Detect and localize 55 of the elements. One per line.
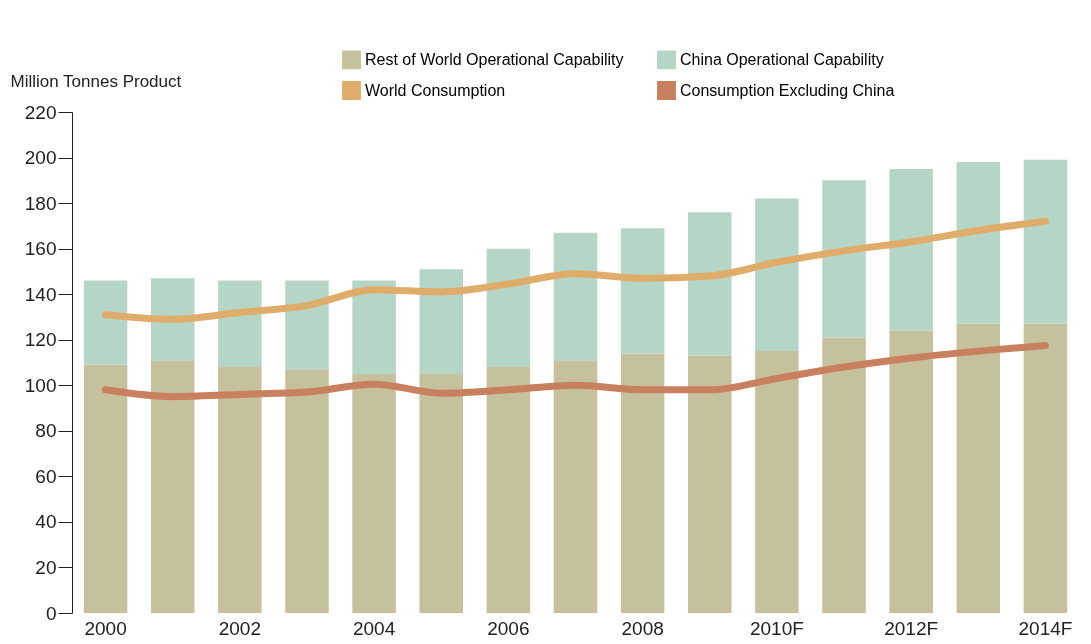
bar [83, 364, 128, 613]
bar [218, 367, 262, 613]
bar [822, 180, 866, 338]
y-axis-title: Million Tonnes Product [10, 71, 182, 91]
bar [1023, 159, 1068, 324]
legend-label: Consumption Excluding China [680, 81, 895, 99]
bar [688, 355, 732, 613]
bar [1023, 323, 1068, 613]
y-tick-label: 180 [24, 192, 57, 214]
bar [956, 323, 1001, 613]
bar [553, 232, 598, 361]
bar [83, 280, 128, 365]
y-tick-label: 20 [35, 556, 57, 578]
bar [553, 360, 598, 613]
bar [486, 367, 531, 613]
bar [889, 330, 933, 613]
y-tick-label: 60 [35, 465, 57, 487]
bar [956, 162, 1001, 324]
bar [688, 212, 732, 356]
y-tick-label: 140 [24, 283, 57, 305]
bar [620, 228, 665, 354]
bar [218, 280, 262, 368]
bar [755, 198, 799, 352]
bar [285, 280, 329, 370]
x-tick-label: 2010F [749, 617, 804, 639]
legend-label: World Consumption [365, 81, 506, 99]
x-tick-label: 2012F [884, 617, 939, 639]
x-tick-label: 2004 [352, 617, 396, 639]
x-tick-label: 2006 [487, 617, 530, 639]
bar [352, 373, 396, 613]
bar [150, 278, 195, 361]
bar [620, 353, 665, 613]
bar [486, 248, 531, 368]
y-tick-label: 40 [35, 511, 57, 533]
bar [822, 337, 866, 613]
x-tick-label: 2002 [218, 617, 261, 639]
bar [285, 369, 329, 613]
y-tick-label: 200 [24, 147, 57, 169]
x-tick-label: 2008 [621, 617, 664, 639]
y-tick-label: 160 [24, 238, 57, 260]
bar [352, 280, 396, 374]
bar [419, 373, 463, 613]
x-tick-label: 2014F [1018, 617, 1073, 639]
legend-label: Rest of World Operational Capability [365, 50, 624, 68]
bar [889, 168, 933, 331]
y-tick-label: 120 [24, 329, 57, 351]
y-tick-label: 100 [24, 374, 57, 396]
legend-label: China Operational Capability [680, 50, 884, 68]
bar [150, 360, 195, 613]
y-tick-label: 0 [45, 602, 57, 624]
bar [419, 269, 463, 374]
y-tick-label: 80 [35, 420, 57, 442]
bar [755, 351, 799, 613]
y-tick-label: 220 [24, 101, 57, 123]
x-tick-label: 2000 [84, 617, 127, 639]
